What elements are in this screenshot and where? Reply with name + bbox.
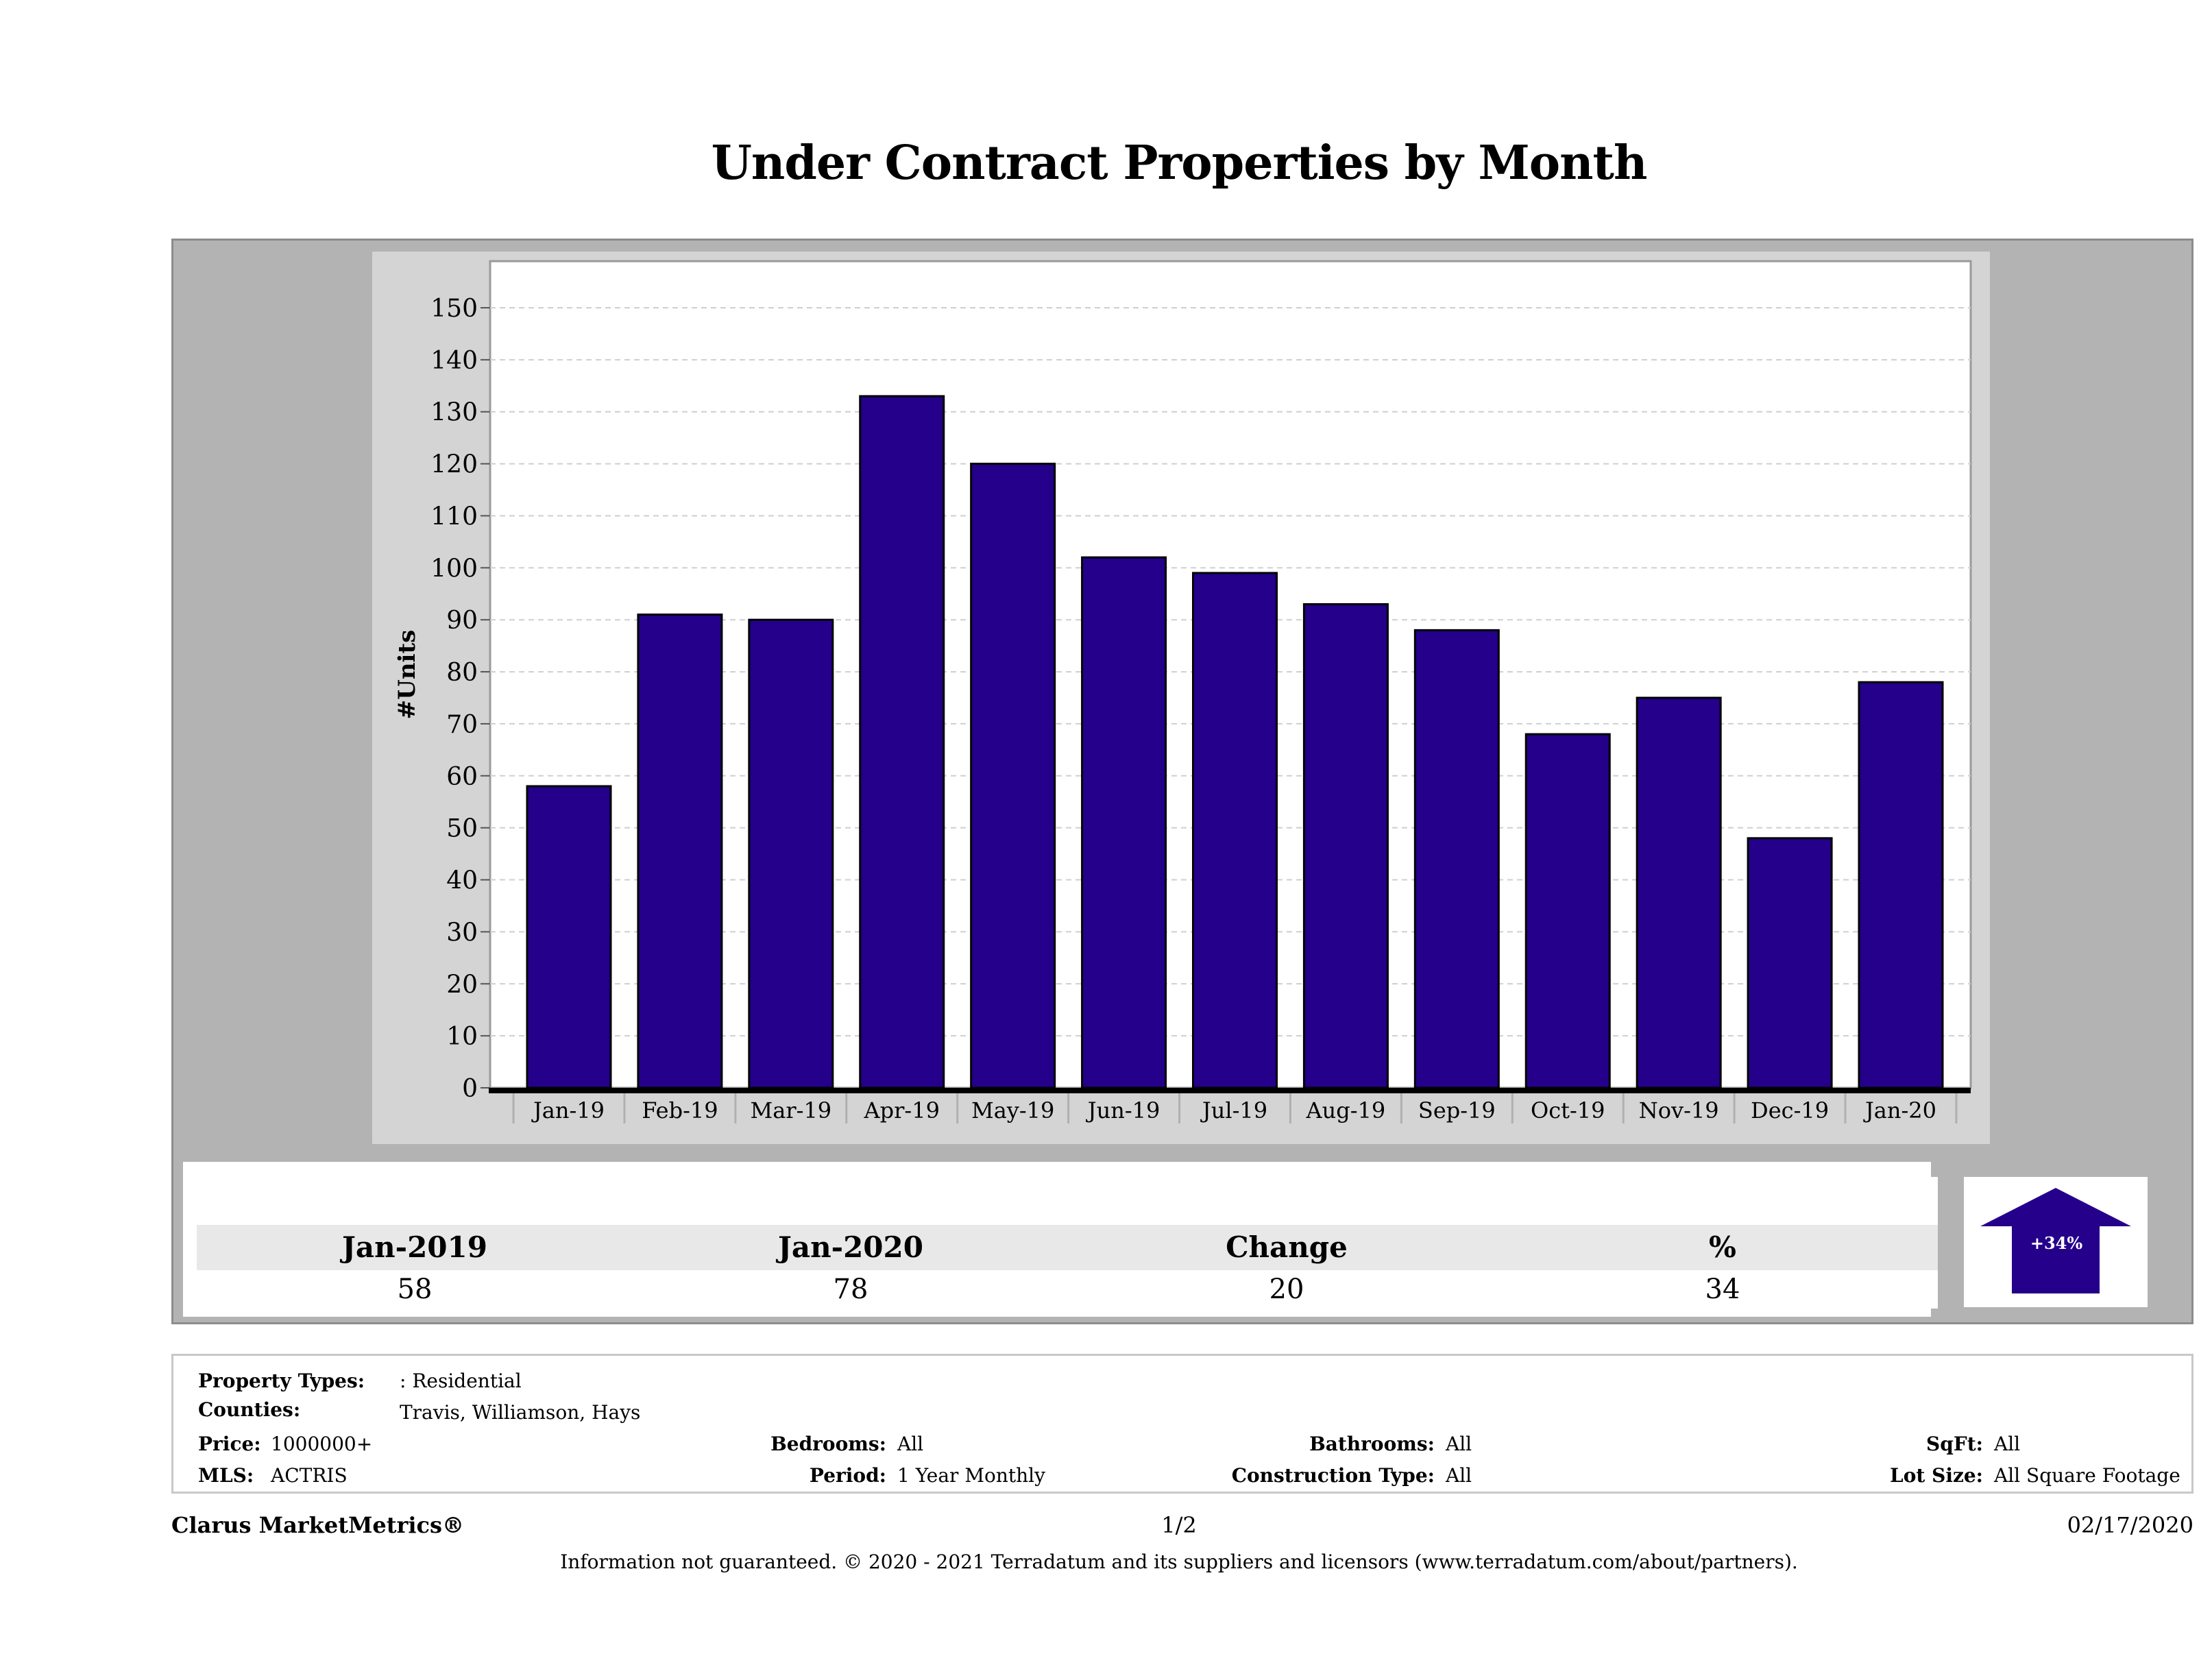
x-tick-label: Jan-20 xyxy=(1863,1097,1936,1123)
summary-blank-row xyxy=(197,1177,1938,1225)
change-indicator: +34% xyxy=(1964,1177,2148,1307)
bar xyxy=(859,395,945,1089)
sqft-label: SqFt: xyxy=(1926,1433,1983,1455)
y-tick-label: 10 xyxy=(446,1023,478,1051)
summary-header-end: Jan-2020 xyxy=(778,1230,923,1264)
footer-disclaimer: Information not guaranteed. © 2020 - 202… xyxy=(560,1551,1798,1573)
x-tick-label: Nov-19 xyxy=(1639,1097,1719,1123)
construction-type-label: Construction Type: xyxy=(1231,1464,1435,1487)
y-tick-label: 30 xyxy=(446,919,478,947)
summary-header-start: Jan-2019 xyxy=(342,1230,487,1264)
x-tick-label: Mar-19 xyxy=(750,1097,831,1123)
summary-value-percent: 34 xyxy=(1705,1274,1740,1305)
counties-value: Travis, Williamson, Hays xyxy=(400,1401,641,1424)
y-tick-label: 0 xyxy=(462,1075,478,1103)
up-arrow-icon xyxy=(1980,1188,2131,1293)
y-tick-label: 140 xyxy=(430,347,478,375)
change-badge-label: +34% xyxy=(2030,1233,2083,1253)
x-tick-label: Feb-19 xyxy=(642,1097,718,1123)
filters-panel: Property Types: : Residential Counties: … xyxy=(171,1354,2193,1494)
summary-header-row: Jan-2019 Jan-2020 Change % xyxy=(197,1225,1938,1270)
summary-value-row: 58 78 20 34 xyxy=(197,1270,1938,1309)
x-tick-label: Jul-19 xyxy=(1200,1097,1267,1123)
bar-chart: 0 10 20 30 40 50 60 70 80 90 100 110 120 130 140 150 #Un… xyxy=(393,260,1972,1123)
summary-value-start: 58 xyxy=(397,1274,433,1305)
bedrooms-label: Bedrooms: xyxy=(770,1433,886,1455)
price-label: Price: xyxy=(198,1433,261,1455)
chart-panel: 0 10 20 30 40 50 60 70 80 90 100 110 120 130 140 150 #Un… xyxy=(372,252,1990,1144)
y-tick-label: 130 xyxy=(430,399,478,427)
x-tick-label: May-19 xyxy=(971,1097,1054,1123)
y-tick-label: 80 xyxy=(446,659,478,687)
price-value: 1000000+ xyxy=(271,1433,373,1455)
y-tick-label: 40 xyxy=(446,867,478,895)
page-title: Under Contract Properties by Month xyxy=(711,136,1648,191)
sqft-value: All xyxy=(1994,1433,2021,1455)
bar xyxy=(1192,572,1278,1089)
bar xyxy=(1302,603,1389,1089)
y-tick-label: 70 xyxy=(446,711,478,739)
summary-header-percent: % xyxy=(1709,1230,1736,1264)
lot-size-label: Lot Size: xyxy=(1890,1464,1983,1487)
bathrooms-label: Bathrooms: xyxy=(1309,1433,1435,1455)
x-tick-label: Jan-19 xyxy=(531,1097,605,1123)
x-tick-label: Dec-19 xyxy=(1751,1097,1829,1123)
chart-frame: 0 10 20 30 40 50 60 70 80 90 100 110 120 130 140 150 #Un… xyxy=(171,239,2193,1324)
bar xyxy=(1858,681,1944,1089)
summary-value-end: 78 xyxy=(833,1274,868,1305)
bar xyxy=(1524,733,1611,1089)
x-tick-label: Jun-19 xyxy=(1086,1097,1160,1123)
x-tick-label: Sep-19 xyxy=(1418,1097,1496,1123)
y-tick-label: 20 xyxy=(446,971,478,999)
summary-table: Jan-2019 Jan-2020 Change % 58 78 20 34 xyxy=(197,1177,1938,1309)
y-tick-label: 150 xyxy=(430,295,478,323)
bar xyxy=(526,785,612,1089)
y-tick-label: 90 xyxy=(446,607,478,635)
summary-header-change: Change xyxy=(1226,1230,1348,1264)
y-axis-label: #Units xyxy=(393,630,421,720)
bar xyxy=(970,463,1056,1089)
bar xyxy=(1081,556,1167,1089)
counties-label: Counties: xyxy=(198,1398,301,1421)
footer-date: 02/17/2020 xyxy=(2067,1512,2193,1538)
bar xyxy=(1413,629,1500,1089)
bedrooms-value: All xyxy=(897,1433,924,1455)
y-tick-label: 110 xyxy=(430,502,478,531)
x-tick-label: Oct-19 xyxy=(1531,1097,1605,1123)
y-tick-label: 120 xyxy=(430,451,478,479)
y-tick-label: 60 xyxy=(446,763,478,791)
lot-size-value: All Square Footage xyxy=(1994,1464,2180,1487)
mls-value: ACTRIS xyxy=(271,1464,348,1487)
bathrooms-value: All xyxy=(1446,1433,1472,1455)
property-types-value: : Residential xyxy=(400,1370,522,1392)
property-types-label: Property Types: xyxy=(198,1370,365,1392)
bar xyxy=(1636,696,1722,1089)
x-tick-label: Aug-19 xyxy=(1306,1097,1386,1123)
mls-label: MLS: xyxy=(198,1464,254,1487)
y-tick-label: 100 xyxy=(430,555,478,583)
construction-type-value: All xyxy=(1446,1464,1472,1487)
bar xyxy=(637,613,723,1089)
bar xyxy=(1747,837,1833,1089)
footer-brand: Clarus MarketMetrics® xyxy=(171,1512,465,1538)
x-tick-label: Apr-19 xyxy=(864,1097,940,1123)
summary-value-change: 20 xyxy=(1269,1274,1304,1305)
period-value: 1 Year Monthly xyxy=(897,1464,1045,1487)
footer-page-number: 1/2 xyxy=(1161,1512,1197,1538)
period-label: Period: xyxy=(809,1464,886,1487)
y-tick-label: 50 xyxy=(446,815,478,843)
bar xyxy=(748,618,834,1089)
